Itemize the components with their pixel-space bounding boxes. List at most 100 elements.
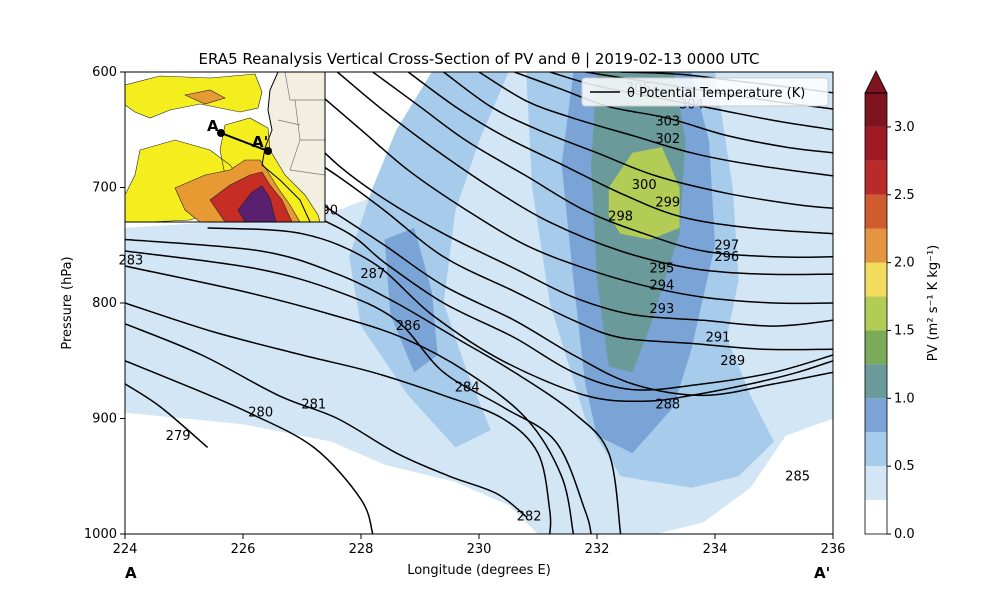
x-tick-label: 226 — [231, 542, 256, 557]
theta-label-296: 296 — [714, 250, 739, 265]
theta-label-282: 282 — [517, 510, 542, 525]
colorbar-tick-label: 0.5 — [894, 459, 915, 474]
x-axis-label: Longitude (degrees E) — [407, 563, 551, 578]
theta-label-298: 298 — [608, 209, 633, 224]
theta-label-280: 280 — [248, 406, 273, 421]
colorbar-extend-arrow — [864, 70, 888, 94]
x-tick-label: 236 — [821, 542, 846, 557]
y-axis: 600 700 800 900 1000 — [84, 65, 125, 542]
inset-borders — [277, 72, 325, 176]
chart-title: ERA5 Reanalysis Vertical Cross-Section o… — [199, 50, 760, 68]
colorbar-segment-7 — [865, 262, 887, 297]
theta-label-284: 284 — [455, 380, 480, 395]
pv-region-6 — [608, 147, 680, 240]
x-tick-label: 224 — [113, 542, 138, 557]
colorbar-segment-1 — [865, 466, 887, 501]
theta-label-295: 295 — [649, 261, 674, 276]
x-tick-label: 232 — [585, 542, 610, 557]
colorbar-tick-label: 3.0 — [894, 120, 915, 135]
y-tick-label: 700 — [92, 181, 117, 196]
colorbar-segment-2 — [865, 432, 887, 467]
y-axis-label: Pressure (hPa) — [60, 256, 75, 349]
colorbar-label: PV (m² s⁻¹ K kg⁻¹) — [926, 245, 941, 362]
theta-contour-292 — [336, 72, 833, 276]
theta-label-279: 279 — [166, 429, 191, 444]
legend-label: θ Potential Temperature (K) — [627, 86, 805, 101]
theta-label-286: 286 — [396, 319, 421, 334]
theta-label-294: 294 — [649, 279, 674, 294]
theta-contour-293 — [372, 72, 833, 258]
colorbar-tick-label: 1.0 — [894, 391, 915, 406]
theta-label-287: 287 — [360, 267, 385, 282]
theta-contour-297 — [514, 72, 833, 154]
y-tick-label: 600 — [92, 65, 117, 80]
theta-label-302: 302 — [655, 132, 680, 147]
colorbar-segment-3 — [865, 398, 887, 433]
inset-cross-section-line — [220, 132, 269, 152]
colorbar-segment-8 — [865, 228, 887, 263]
y-tick-label: 900 — [92, 412, 117, 427]
x-axis: 224 226 228 230 232 234 236 — [113, 534, 846, 557]
theta-contour-291 — [313, 88, 833, 305]
theta-contour-285 — [125, 238, 622, 534]
colorbar-segment-0 — [865, 500, 887, 534]
theta-label-288: 288 — [655, 398, 680, 413]
theta-contour-layer — [125, 72, 833, 534]
x-tick-label: 234 — [703, 542, 728, 557]
colorbar-segment-6 — [865, 296, 887, 331]
pv-region-3 — [384, 227, 438, 373]
colorbar-segment-12 — [865, 93, 887, 127]
pv-region-1 — [349, 72, 509, 448]
theta-contour-290 — [289, 117, 833, 327]
theta-label-291: 291 — [706, 331, 731, 346]
colorbar-tick-label: 1.5 — [894, 323, 915, 338]
colorbar-segment-10 — [865, 160, 887, 195]
theta-label-289: 289 — [720, 354, 745, 369]
inset-coastline — [261, 72, 311, 222]
colorbar-tick-label: 2.5 — [894, 188, 915, 203]
x-tick-label: 230 — [467, 542, 492, 557]
theta-contour-296 — [478, 72, 833, 177]
y-tick-label: 1000 — [84, 527, 117, 542]
colorbar: 0.0 0.5 1.0 1.5 2.0 2.5 3.0 — [864, 70, 915, 542]
theta-contour-281 — [125, 323, 527, 518]
legend[interactable]: θ Potential Temperature (K) — [581, 77, 829, 107]
colorbar-frame — [864, 92, 888, 535]
theta-contour-295 — [443, 72, 833, 210]
colorbar-segment-11 — [865, 126, 887, 161]
theta-contour-289 — [283, 140, 833, 351]
theta-contour-282 — [125, 302, 552, 534]
inset-pv-purple — [237, 185, 277, 222]
theta-contour-286 — [207, 227, 833, 402]
colorbar-segment-5 — [865, 330, 887, 365]
theta-contour-284 — [125, 250, 592, 534]
theta-contour-287 — [289, 204, 833, 391]
theta-label-283: 283 — [118, 253, 143, 268]
x-tick-label: 228 — [349, 542, 374, 557]
theta-label-303: 303 — [655, 115, 680, 130]
colorbar-segment-9 — [865, 194, 887, 229]
theta-label-293: 293 — [649, 302, 674, 317]
inset-point-a — [217, 129, 225, 137]
inset-point-a-prime — [264, 147, 272, 155]
theta-contour-279 — [125, 383, 209, 448]
colorbar-tick-label: 2.0 — [894, 256, 915, 271]
legend-box — [581, 77, 829, 107]
theta-contour-294 — [407, 72, 833, 235]
theta-label-281: 281 — [301, 398, 326, 413]
inset-label-a: A — [207, 117, 219, 135]
theta-contour-labels: 2792802812822832842852862872882892902912… — [118, 81, 810, 525]
theta-contour-280 — [125, 360, 374, 534]
colorbar-segment-4 — [865, 364, 887, 399]
theta-label-285: 285 — [785, 469, 810, 484]
y-tick-label: 800 — [92, 296, 117, 311]
theta-label-299: 299 — [655, 196, 680, 211]
endpoint-left-label: A — [125, 564, 137, 582]
theta-label-297: 297 — [714, 238, 739, 253]
theta-label-300: 300 — [632, 178, 657, 193]
colorbar-tick-label: 0.0 — [894, 527, 915, 542]
inset-map: A A' — [124, 71, 326, 223]
endpoint-right-label: A' — [814, 564, 830, 582]
theta-contour-288 — [277, 175, 833, 397]
